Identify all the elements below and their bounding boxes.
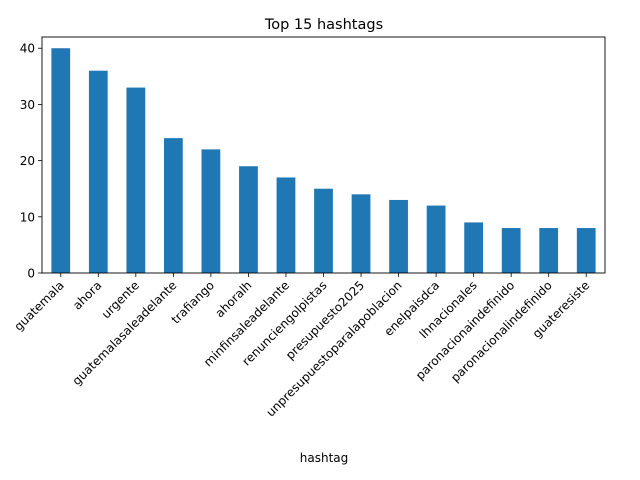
- y-tick-label: 30: [20, 98, 35, 112]
- bar: [51, 48, 71, 273]
- bar: [501, 228, 521, 273]
- bar: [426, 205, 446, 273]
- x-axis: guatemala ahoraurgenteguatemalasaleadelan…: [11, 273, 592, 419]
- bar: [351, 194, 371, 273]
- x-tick-label: guatemala: [11, 278, 66, 333]
- bar: [539, 228, 559, 273]
- bar: [276, 177, 296, 273]
- y-axis: 0 10 20 30 40: [20, 42, 42, 281]
- bar: [464, 222, 484, 273]
- x-tick-label: unpresupuestoparalapoblacion: [263, 278, 404, 419]
- x-axis-label: hashtag: [300, 451, 349, 465]
- y-tick-label: 10: [20, 210, 35, 224]
- bar: [389, 199, 408, 273]
- x-tick-label: ahora: [70, 278, 104, 312]
- bar: [239, 166, 258, 273]
- bar: [88, 70, 108, 273]
- bar: [201, 149, 221, 273]
- bar: [576, 228, 596, 273]
- y-tick-label: 20: [20, 154, 35, 168]
- y-tick-label: 40: [20, 42, 35, 56]
- chart-title: Top 15 hashtags: [264, 17, 383, 33]
- y-tick-label: 0: [27, 267, 35, 281]
- bar: [126, 87, 146, 273]
- bar: [314, 188, 333, 273]
- bars: [51, 48, 596, 273]
- bar: [163, 138, 183, 273]
